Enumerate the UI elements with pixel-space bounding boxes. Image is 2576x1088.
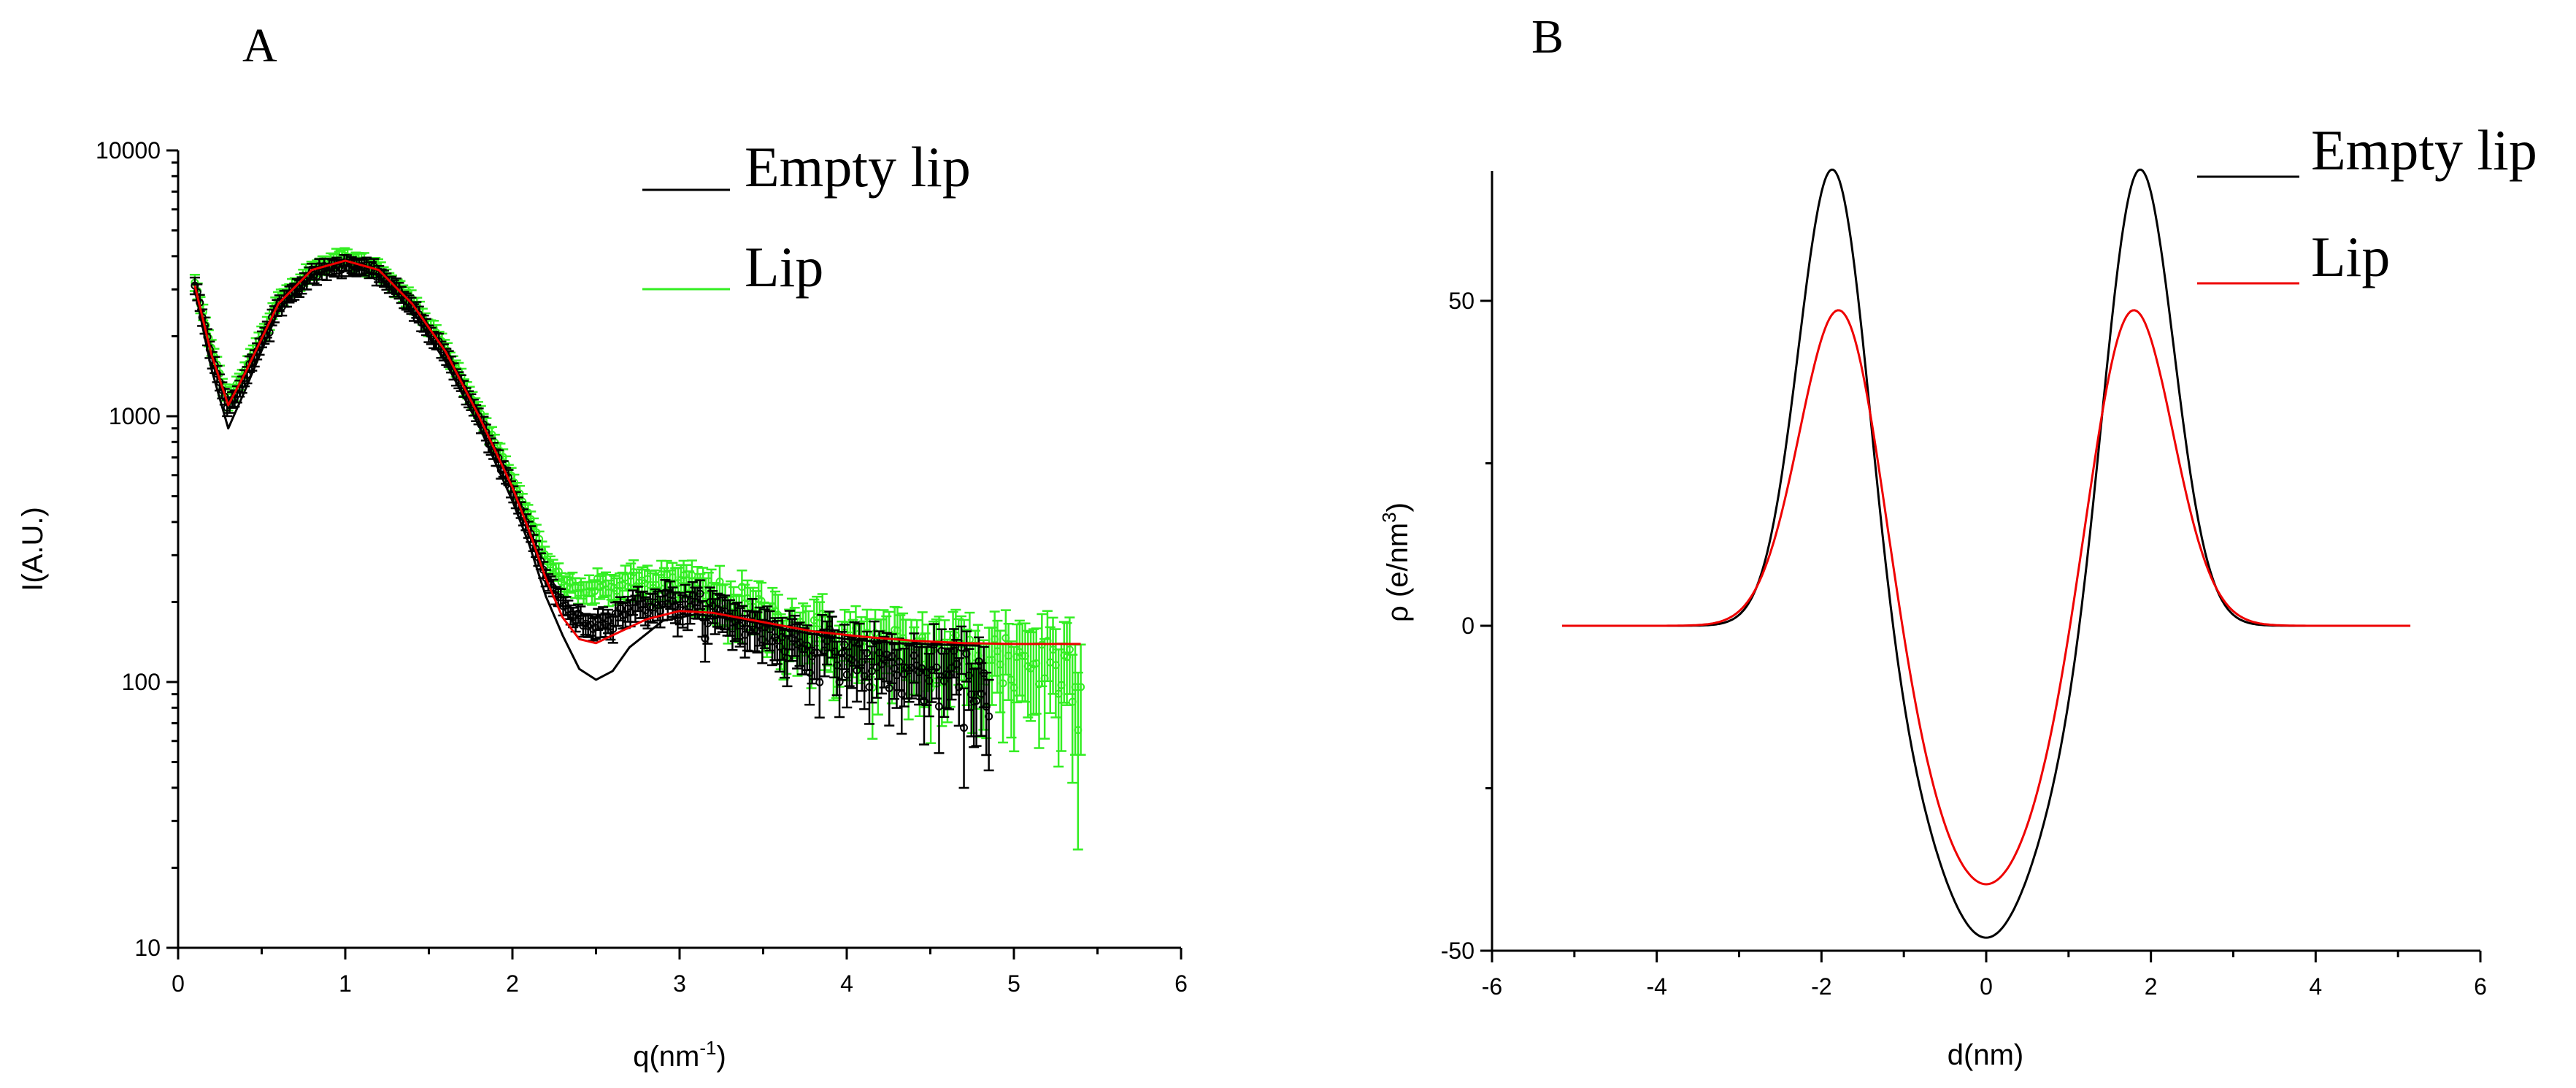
data-point [757, 597, 766, 605]
data-point [918, 664, 926, 673]
data-point [985, 712, 993, 721]
series-lip [1561, 309, 2411, 886]
panel-a-legend: Empty lip Lip [642, 135, 971, 299]
x-tick-label: 3 [673, 970, 686, 997]
y-tick-label: 10000 [96, 137, 161, 164]
panel-a-plot-area [189, 247, 1086, 851]
x-tick-label: -4 [1646, 973, 1666, 1000]
y-tick-label: 0 [1461, 613, 1475, 639]
x-tick-label: 4 [2309, 973, 2322, 1000]
panel-a-y-ticks: 10 100 1000 10000 [96, 137, 178, 961]
series-empty-lip-fit [193, 264, 981, 681]
series-empty-lip [1656, 168, 2316, 939]
y-tick-label: 100 [122, 669, 161, 695]
data-point [696, 589, 704, 598]
legend-label-empty-lip: Empty lip [2311, 118, 2537, 182]
y-tick-label: 1000 [109, 403, 161, 429]
series-empty-lip [189, 253, 994, 789]
panel-b-x-axis-title: d(nm) [1948, 1039, 2023, 1071]
fit-line [193, 264, 981, 681]
data-point [815, 678, 824, 686]
data-point [863, 648, 872, 657]
x-tick-label: -6 [1482, 973, 1502, 1000]
data-point [840, 640, 849, 649]
panel-a-label: A [242, 19, 277, 72]
legend-label-lip: Lip [745, 235, 823, 299]
data-point [999, 679, 1007, 688]
data-point [972, 697, 981, 705]
panel-b-x-ticks: -6 -4 -2 0 2 4 6 [1482, 951, 2487, 1000]
panel-b: B -6 -4 -2 0 2 4 6 -50 0 50 d(nm) ρ (e/nm3) Empt… [1378, 10, 2537, 1071]
fit-line [193, 259, 1081, 645]
data-point [867, 667, 876, 675]
data-point [932, 663, 941, 672]
panel-a-x-axis-title: q(nm-1) [633, 1037, 726, 1073]
data-point [934, 702, 943, 710]
x-tick-label: 6 [1174, 970, 1188, 997]
panel-b-y-ticks: -50 0 50 [1441, 288, 1492, 964]
x-tick-label: 6 [2474, 973, 2487, 1000]
x-tick-label: 0 [1980, 973, 1993, 1000]
panel-a: A 0 1 2 3 4 5 6 10 100 1000 10000 q(nm-1) I(A.U.)… [17, 19, 1188, 1073]
data-point [885, 683, 893, 692]
series-lip [189, 247, 1086, 851]
x-tick-label: 2 [2145, 973, 2158, 1000]
data-point [960, 724, 969, 732]
data-point [1065, 645, 1074, 654]
y-tick-label: 50 [1448, 288, 1475, 314]
panel-b-label: B [1531, 10, 1564, 64]
y-tick-label: -50 [1441, 938, 1475, 964]
data-point [803, 641, 812, 650]
data-point [591, 587, 599, 596]
x-tick-label: 5 [1007, 970, 1020, 997]
legend-label-empty-lip: Empty lip [745, 135, 971, 199]
legend-label-lip: Lip [2311, 225, 2390, 288]
x-tick-label: -2 [1811, 973, 1831, 1000]
data-point [883, 650, 891, 659]
data-point [835, 678, 844, 686]
panel-a-y-axis-title: I(A.U.) [17, 507, 49, 591]
x-tick-label: 2 [506, 970, 519, 997]
panel-b-plot-area [1561, 168, 2411, 939]
data-point [554, 567, 563, 576]
x-tick-label: 0 [172, 970, 185, 997]
x-tick-label: 4 [840, 970, 853, 997]
panel-b-legend: Empty lip Lip [2197, 118, 2537, 288]
data-point [1077, 683, 1085, 692]
panel-a-x-ticks: 0 1 2 3 4 5 6 [172, 948, 1188, 997]
x-tick-label: 1 [339, 970, 352, 997]
panel-b-y-axis-title: ρ (e/nm3) [1378, 502, 1414, 622]
data-point [974, 657, 983, 666]
y-tick-label: 10 [134, 935, 161, 961]
data-point [955, 683, 964, 692]
series-lip-fit [193, 259, 1081, 645]
